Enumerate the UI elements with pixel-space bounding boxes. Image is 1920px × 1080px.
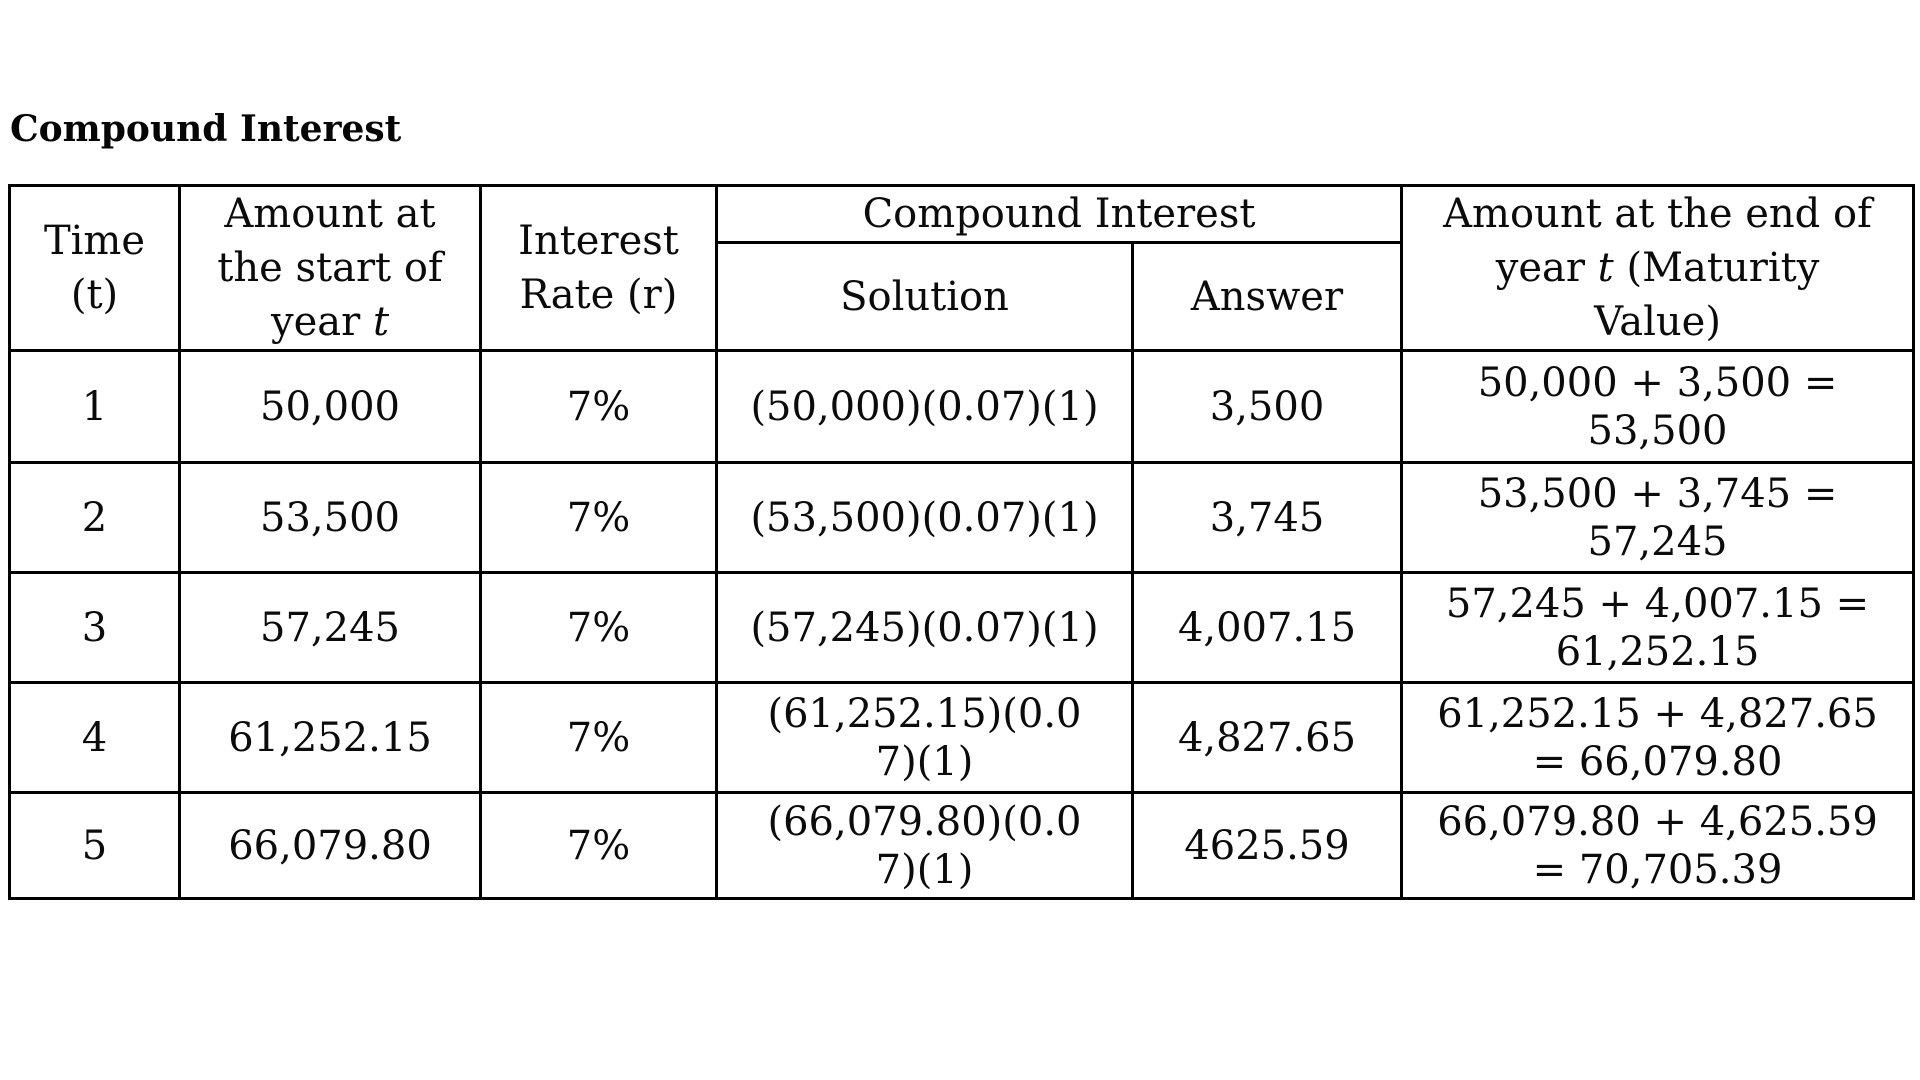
amount-end-cell: 66,079.80 + 4,625.59 = 70,705.39	[1400, 791, 1916, 900]
solution-cell: (66,079.80)(0.0 7)(1)	[715, 791, 1134, 900]
answer-cell: 3,500	[1130, 349, 1404, 464]
amount-end-cell: 50,000 + 3,500 = 53,500	[1400, 349, 1916, 464]
time-cell: 5	[8, 791, 181, 900]
rate-cell: 7%	[479, 571, 718, 684]
header-amount-start-t: t	[372, 299, 390, 345]
amount-end-cell: 61,252.15 + 4,827.65 = 66,079.80	[1400, 681, 1916, 794]
answer-cell: 4,827.65	[1130, 681, 1404, 794]
header-amount-end-t: t	[1597, 245, 1614, 291]
header-amount-start-text: Amount at the start of year	[217, 191, 443, 345]
solution-cell: (61,252.15)(0.0 7)(1)	[715, 681, 1134, 794]
time-cell: 2	[8, 461, 181, 574]
amount-start-cell: 61,252.15	[178, 681, 482, 794]
rate-cell: 7%	[479, 791, 718, 900]
header-time: Time (t)	[8, 184, 181, 352]
answer-cell: 3,745	[1130, 461, 1404, 574]
header-interest-rate: Interest Rate (r)	[479, 184, 718, 352]
header-amount-end-suffix: (Maturity Value)	[1594, 245, 1820, 345]
amount-start-cell: 57,245	[178, 571, 482, 684]
amount-start-cell: 50,000	[178, 349, 482, 464]
rate-cell: 7%	[479, 349, 718, 464]
header-answer: Answer	[1130, 241, 1404, 352]
amount-end-cell: 53,500 + 3,745 = 57,245	[1400, 461, 1916, 574]
solution-cell: (57,245)(0.07)(1)	[715, 571, 1134, 684]
answer-cell: 4625.59	[1130, 791, 1404, 900]
time-cell: 4	[8, 681, 181, 794]
header-solution: Solution	[715, 241, 1134, 352]
page-title: Compound Interest	[10, 108, 402, 150]
table-row: 3 57,245 7% (57,245)(0.07)(1) 4,007.15 5…	[8, 571, 1916, 684]
header-amount-start: Amount at the start of year t	[178, 184, 482, 352]
solution-cell: (53,500)(0.07)(1)	[715, 461, 1134, 574]
amount-start-cell: 66,079.80	[178, 791, 482, 900]
rate-cell: 7%	[479, 681, 718, 794]
time-cell: 3	[8, 571, 181, 684]
amount-start-cell: 53,500	[178, 461, 482, 574]
header-amount-end: Amount at the end of year t (Maturity Va…	[1400, 184, 1916, 352]
time-cell: 1	[8, 349, 181, 464]
header-amount-end-text: Amount at the end of year	[1443, 191, 1872, 291]
solution-cell: (50,000)(0.07)(1)	[715, 349, 1134, 464]
table-row: 1 50,000 7% (50,000)(0.07)(1) 3,500 50,0…	[8, 349, 1916, 464]
table-row: 5 66,079.80 7% (66,079.80)(0.0 7)(1) 462…	[8, 791, 1916, 900]
table-row: 4 61,252.15 7% (61,252.15)(0.0 7)(1) 4,8…	[8, 681, 1916, 794]
amount-end-cell: 57,245 + 4,007.15 = 61,252.15	[1400, 571, 1916, 684]
table-row: 2 53,500 7% (53,500)(0.07)(1) 3,745 53,5…	[8, 461, 1916, 574]
header-compound-interest: Compound Interest	[714, 184, 1404, 244]
answer-cell: 4,007.15	[1130, 571, 1404, 684]
rate-cell: 7%	[479, 461, 718, 574]
compound-interest-table: Time (t) Amount at the start of year t I…	[8, 184, 1916, 900]
